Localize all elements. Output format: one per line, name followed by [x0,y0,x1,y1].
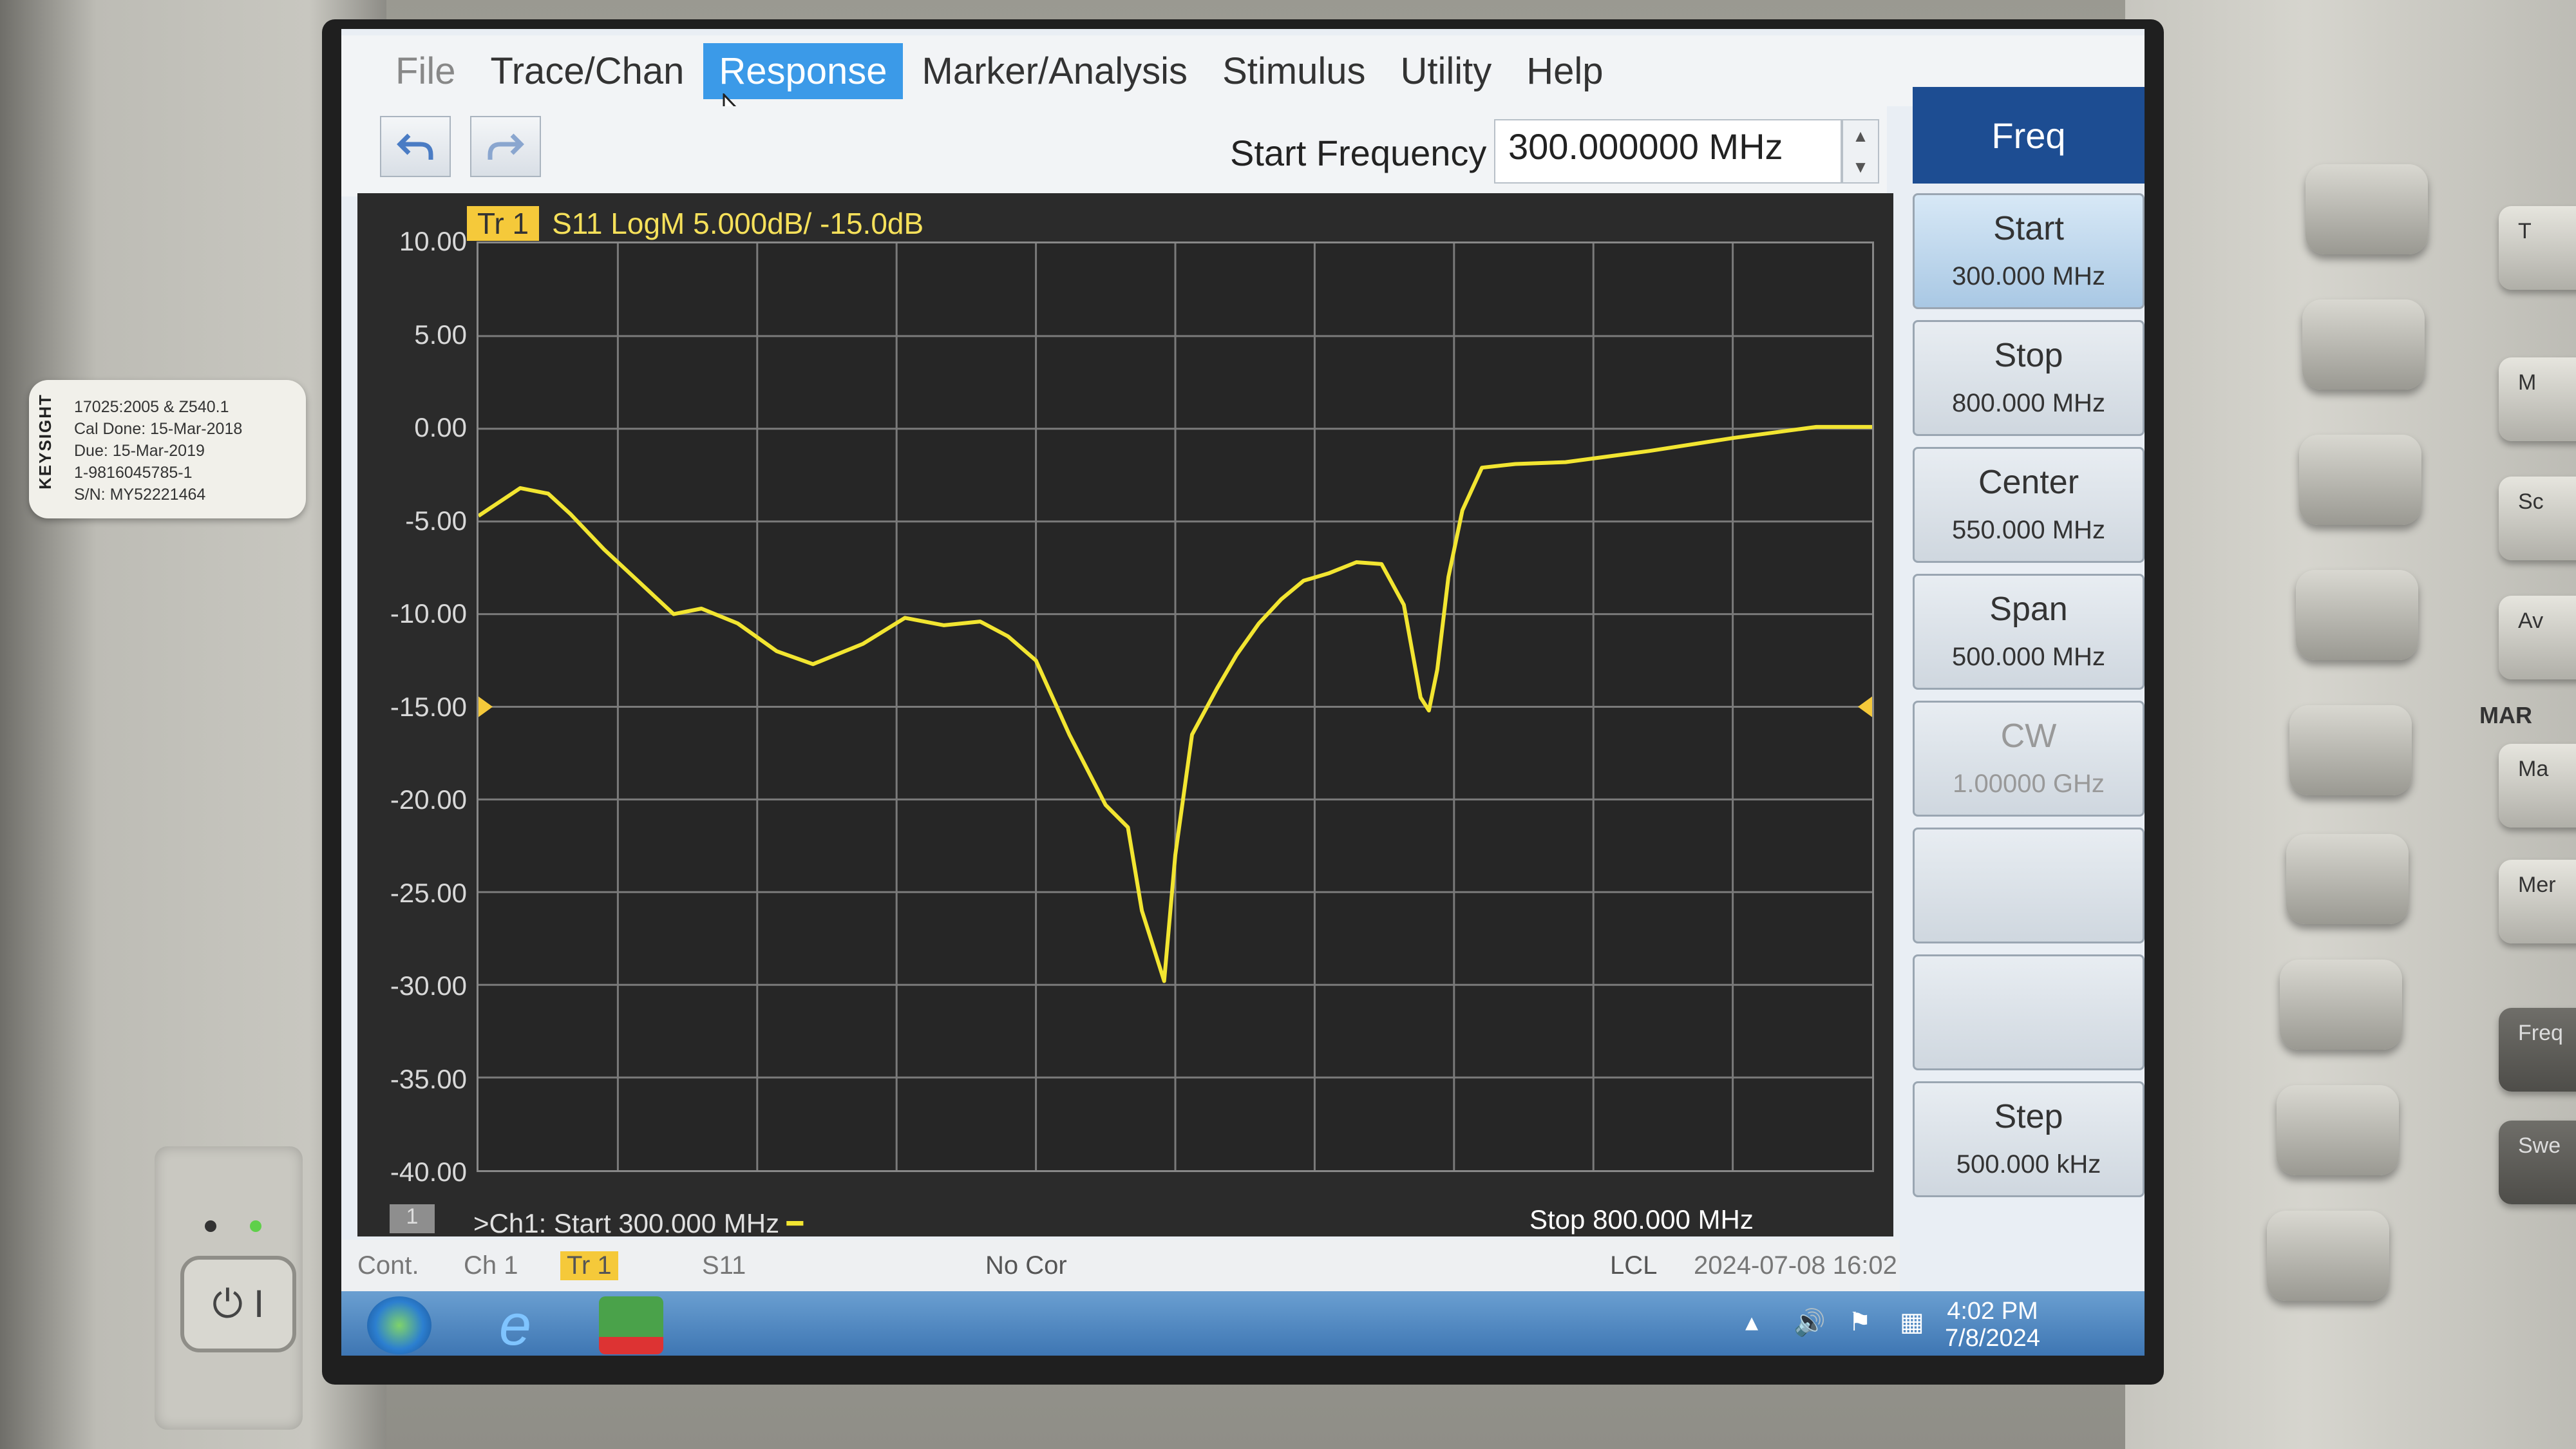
trace-description: S11 LogM 5.000dB/ -15.0dB [552,207,924,240]
start-frequency-label: Start Frequency [1230,133,1487,173]
network-analyzer-app-icon[interactable] [599,1296,663,1354]
trace-window: Tr 1 S11 LogM 5.000dB/ -15.0dB 10.00 5.00 0… [357,193,1893,1238]
sticker-line1: 17025:2005 & Z540.1 [74,398,229,416]
side-button-8[interactable]: Swe [2499,1121,2576,1204]
hardware-softkey-7[interactable] [2280,960,2402,1050]
taskbar: e ▴ 🔊 ⚑ ▦ 4:02 PM 7/8/2024 [341,1291,2145,1356]
marker-section-label: MAR [2479,702,2532,728]
s11-chart [478,243,1872,1170]
sticker-cal-done: Cal Done: 15-Mar-2018 [74,420,243,438]
y-tick-label: 5.00 [414,319,467,350]
side-button-3[interactable]: Sc [2499,477,2576,560]
toolbar: Start Frequency 300.000000 MHz ▲ ▼ [341,106,1887,196]
internet-explorer-icon[interactable]: e [498,1293,532,1356]
volume-icon[interactable]: 🔊 [1794,1309,1826,1337]
frequency-spinner[interactable]: ▲ ▼ [1842,119,1879,184]
softkey-cw[interactable]: CW 1.00000 GHz [1913,701,2145,817]
y-tick-label: -30.00 [390,971,467,1001]
status-lcl: LCL [1610,1251,1658,1280]
undo-button[interactable] [380,116,451,177]
redo-button[interactable] [470,116,541,177]
stop-frequency-annotation: Stop 800.000 MHz [1530,1204,1754,1235]
sticker-id: 1-9816045785-1 [74,464,193,482]
hardware-softkey-4[interactable] [2296,570,2418,660]
spin-down-icon[interactable]: ▼ [1852,157,1869,176]
menu-bar: File Trace/Chan Response Marker/Analysis… [341,35,2145,106]
side-button-2[interactable]: M [2499,357,2576,441]
windows-start-icon[interactable] [367,1296,431,1354]
hardware-softkey-8[interactable] [2277,1085,2399,1175]
status-trace: Tr 1 [560,1251,618,1280]
y-tick-label: -15.00 [390,691,467,722]
softkey-panel: Freq Start 300.000 MHz Stop 800.000 MHz Ce… [1900,87,2145,1253]
y-tick-label: -10.00 [390,598,467,629]
y-tick-label: 0.00 [414,412,467,442]
redo-icon [488,133,524,160]
action-center-icon[interactable]: ⚑ [1848,1308,1871,1336]
menu-utility[interactable]: Utility [1400,50,1492,92]
y-tick-label: -40.00 [390,1157,467,1187]
hardware-softkey-3[interactable] [2299,435,2421,525]
standby-led [205,1220,216,1232]
undo-icon [397,133,433,160]
softkey-step[interactable]: Step 500.000 kHz [1913,1081,2145,1197]
power-button[interactable]: ⏻ I [180,1256,296,1352]
softkey-blank-1[interactable] [1913,828,2145,943]
softkey-center[interactable]: Center 550.000 MHz [1913,447,2145,563]
y-tick-label: -25.00 [390,877,467,908]
y-tick-label: -20.00 [390,784,467,815]
status-datetime: 2024-07-08 16:02 [1694,1251,1897,1280]
reference-marker-left [478,696,493,717]
sticker-brand: KEYSIGHT [35,393,55,489]
hardware-softkey-2[interactable] [2302,299,2425,390]
side-button-6[interactable]: Mer [2499,860,2576,943]
status-bar: Cont. Ch 1 Tr 1 S11 No Cor LCL 2024-07-0… [341,1240,1900,1291]
y-tick-label: 10.00 [399,226,467,256]
status-parameter: S11 [702,1251,746,1280]
status-channel: Ch 1 [464,1251,518,1280]
menu-marker-analysis[interactable]: Marker/Analysis [922,50,1188,92]
y-tick-label: -35.00 [390,1063,467,1094]
softkey-span[interactable]: Span 500.000 MHz [1913,574,2145,690]
menu-help[interactable]: Help [1526,50,1604,92]
menu-response[interactable]: Response [703,43,903,99]
taskbar-clock[interactable]: 4:02 PM 7/8/2024 [1945,1298,2040,1352]
side-button-5[interactable]: Ma [2499,744,2576,828]
power-led [250,1220,261,1232]
trace-title: Tr 1 S11 LogM 5.000dB/ -15.0dB [467,206,923,241]
trace-tag[interactable]: Tr 1 [467,206,540,241]
start-frequency-input[interactable]: 300.000000 MHz [1494,119,1842,184]
hardware-softkey-9[interactable] [2267,1211,2389,1301]
spin-up-icon[interactable]: ▲ [1852,126,1869,146]
sticker-sn: S/N: MY52221464 [74,486,206,504]
menu-stimulus[interactable]: Stimulus [1222,50,1366,92]
start-frequency-annotation: >Ch1: Start 300.000 MHz ━ [473,1208,804,1238]
trace-s11-line [478,424,1872,983]
channel-box[interactable]: 1 [390,1204,435,1233]
network-icon[interactable]: ▦ [1900,1308,1924,1336]
tray-expand-icon[interactable]: ▴ [1745,1308,1759,1336]
softkey-header: Freq [1913,87,2145,184]
plot-area[interactable] [477,242,1874,1172]
softkey-stop[interactable]: Stop 800.000 MHz [1913,320,2145,436]
menu-file[interactable]: File [395,50,456,92]
hardware-softkey-5[interactable] [2289,705,2412,795]
calibration-sticker: KEYSIGHT 17025:2005 & Z540.1 Cal Done: 1… [29,380,306,518]
side-button-7[interactable]: Freq [2499,1008,2576,1092]
y-tick-label: -5.00 [405,505,467,536]
menu-trace-chan[interactable]: Trace/Chan [490,50,685,92]
status-correction: No Cor [985,1251,1067,1280]
softkey-start[interactable]: Start 300.000 MHz [1913,193,2145,309]
hardware-softkey-1[interactable] [2306,164,2428,254]
status-cont: Cont. [357,1251,419,1280]
reference-marker-right [1858,696,1872,717]
side-button-1[interactable]: T [2499,206,2576,290]
sticker-due: Due: 15-Mar-2019 [74,442,205,460]
side-button-4[interactable]: Av [2499,596,2576,679]
vna-screen: File Trace/Chan Response Marker/Analysis… [341,29,2145,1356]
hardware-softkey-6[interactable] [2286,834,2409,924]
softkey-blank-2[interactable] [1913,954,2145,1070]
